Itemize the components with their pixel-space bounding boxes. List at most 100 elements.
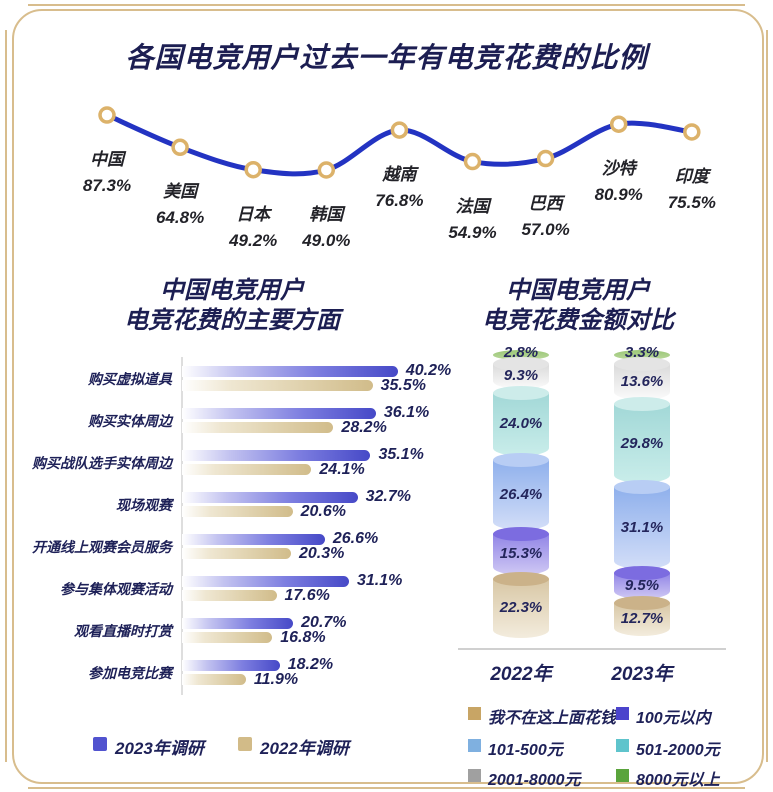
cylinder-legend-swatch [616,707,629,720]
cylinder-segment-value: 24.0% [499,415,543,433]
cylinder-segment-value: 9.3% [503,367,539,385]
bar-2022 [182,464,312,475]
bar-category-label: 参加电竞比赛 [88,665,172,681]
bar-2022 [182,506,293,517]
outer-frame-top [28,4,745,6]
cylinder-chart-title-line1: 中国电竞用户 [506,277,650,304]
data-point-marker [536,149,555,168]
cylinder-segment-lid [614,397,670,412]
cylinder-segment-value: 13.6% [620,373,664,391]
bar-category-label: 开通线上观赛会员服务 [32,539,172,555]
page-title: 各国电竞用户过去一年有电竞花费的比例 [125,42,648,73]
cylinder-legend-item: 101-500元 [468,736,563,760]
cylinder-legend-swatch [616,769,629,782]
country-value-label: 76.8% [375,191,424,211]
country-value-label: 54.9% [448,222,497,242]
cylinder-segment [614,480,670,570]
bar-2023-value: 35.1% [378,446,424,463]
cylinder-segment-lid [493,453,549,468]
cylinder-segment [614,357,670,401]
cylinder-legend-item: 8000元以上 [616,766,720,790]
cylinder-legend-swatch [468,769,481,782]
country-name-label: 越南 [382,165,417,185]
bar-2022-value: 11.9% [253,671,299,688]
data-point-marker [171,138,189,157]
bar-category-label: 购买虚拟道具 [88,371,172,387]
legend-2023-swatch [93,737,107,751]
cylinder-chart-title: 中国电竞用户 电竞花费金额对比 [428,276,728,336]
country-value-label: 87.3% [82,176,132,195]
data-point-marker [317,161,336,179]
cylinder-legend-swatch [468,739,481,752]
bar-2023-value: 31.1% [357,572,403,589]
country-value-label: 75.5% [667,192,716,212]
bar-category-label: 参与集体观赛活动 [60,581,172,597]
bar-2022-value: 20.3% [299,545,345,562]
cylinder-segment-value: 22.3% [499,599,543,617]
bar-2023 [182,660,280,671]
country-value-label: 80.9% [594,185,643,205]
country-name-label: 美国 [163,182,198,202]
cylinder-segment-lid [614,566,670,581]
bar-2022-value: 16.8% [280,629,326,646]
bar-2022 [182,548,291,559]
year-label-2023: 2023年 [611,664,673,685]
cylinder-segment-lid [614,595,670,610]
cylinder-segment-value: 12.7% [620,610,664,628]
bar-2022-value: 24.1% [319,461,365,478]
cylinder-segment-value: 9.5% [624,577,660,594]
cylinder-segment-band [493,350,549,360]
cylinder-segment [614,397,670,483]
bar-2023 [182,576,349,587]
data-point-marker [463,152,482,171]
bar-chart-title: 中国电竞用户 电竞花费的主要方面 [32,276,432,336]
outer-frame-bottom [28,787,745,789]
bar-2022 [182,422,334,433]
bar-2023 [182,408,376,419]
country-name-label: 中国 [90,150,124,169]
cylinder-segment-value: 31.1% [620,519,664,537]
cylinder-segment [493,453,549,531]
bar-2022-value: 20.6% [300,503,346,520]
cylinder-segment-band [614,350,670,360]
legend-item-2023: 2023年调研 [93,734,204,759]
year-label-2022: 2022年 [490,664,552,685]
country-spending-line-chart: 中国 87.3% 美国 64.8% 日本 49.2% 韩国 49.0% 越南 76.8% 法国 54.… [0,0,773,260]
cylinder-legend-label: 501-2000元 [636,742,720,759]
data-point-marker [98,106,116,124]
bar-2023-value: 36.1% [383,404,430,421]
cylinder-segment-lid [493,527,549,542]
outer-frame-left [5,30,7,762]
bar-2023-value: 20.7% [301,614,347,631]
cylinder-chart-baseline [458,648,726,650]
bar-category-label: 观看直播时打赏 [74,623,172,639]
cylinder-legend-label: 101-500元 [488,742,563,759]
bar-2023-value: 18.2% [287,656,334,673]
cylinder-legend-label: 2001-8000元 [488,772,581,789]
cylinder-legend-item: 2001-8000元 [468,766,581,790]
bar-2023 [182,618,294,629]
cylinder-legend-label: 100元以内 [636,710,711,727]
country-name-label: 韩国 [309,205,344,224]
cylinder-segment [493,385,549,457]
cylinder-segment-lid [614,480,670,494]
bar-2023 [182,450,371,461]
cylinder-segment [614,566,670,599]
cylinder-legend-item: 我不在这上面花钱 [468,704,616,728]
cylinder-segment-value: 15.3% [499,545,543,563]
bar-category-label: 购买实体周边 [88,413,172,429]
cylinder-segment-value: 29.8% [620,434,664,452]
country-name-label: 法国 [455,196,490,216]
bar-2022 [182,590,277,601]
data-point-marker [683,123,701,141]
legend-2023-label: 2023年调研 [115,739,204,758]
bar-2022-value: 35.5% [380,377,426,394]
outer-frame-right [766,30,768,762]
cylinder-segment-lid [614,357,670,371]
bar-2022 [182,380,373,391]
bar-category-label: 购买战队选手实体周边 [32,455,172,471]
